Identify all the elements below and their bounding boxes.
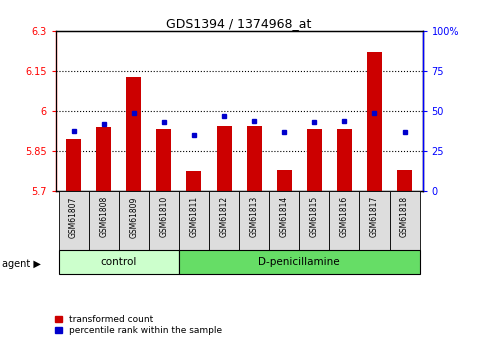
Title: GDS1394 / 1374968_at: GDS1394 / 1374968_at <box>167 17 312 30</box>
Text: control: control <box>100 257 137 267</box>
Text: agent ▶: agent ▶ <box>2 259 41 269</box>
FancyBboxPatch shape <box>58 191 89 250</box>
Text: GSM61810: GSM61810 <box>159 196 169 237</box>
Bar <box>277 170 292 191</box>
FancyBboxPatch shape <box>299 191 329 250</box>
Text: GSM61818: GSM61818 <box>400 196 409 237</box>
Text: GSM61816: GSM61816 <box>340 196 349 237</box>
FancyBboxPatch shape <box>329 191 359 250</box>
FancyBboxPatch shape <box>89 191 119 250</box>
Bar <box>96 127 111 191</box>
Bar <box>367 52 382 191</box>
FancyBboxPatch shape <box>179 250 420 274</box>
Bar <box>337 129 352 191</box>
Text: GSM61808: GSM61808 <box>99 196 108 237</box>
Text: GSM61813: GSM61813 <box>250 196 258 237</box>
Bar <box>156 129 171 191</box>
Text: GSM61811: GSM61811 <box>189 196 199 237</box>
FancyBboxPatch shape <box>269 191 299 250</box>
FancyBboxPatch shape <box>359 191 389 250</box>
Legend: transformed count, percentile rank within the sample: transformed count, percentile rank withi… <box>53 313 224 337</box>
Bar <box>186 171 201 191</box>
Text: GSM61814: GSM61814 <box>280 196 289 237</box>
Text: GSM61807: GSM61807 <box>69 196 78 238</box>
FancyBboxPatch shape <box>119 191 149 250</box>
FancyBboxPatch shape <box>179 191 209 250</box>
FancyBboxPatch shape <box>58 250 179 274</box>
Bar <box>247 126 262 191</box>
FancyBboxPatch shape <box>389 191 420 250</box>
Text: GSM61812: GSM61812 <box>220 196 228 237</box>
Text: D-penicillamine: D-penicillamine <box>258 257 340 267</box>
Text: GSM61817: GSM61817 <box>370 196 379 237</box>
Bar <box>397 170 412 191</box>
FancyBboxPatch shape <box>209 191 239 250</box>
Bar <box>126 77 142 191</box>
Text: GSM61809: GSM61809 <box>129 196 138 238</box>
FancyBboxPatch shape <box>239 191 269 250</box>
Bar <box>66 139 81 191</box>
Text: GSM61815: GSM61815 <box>310 196 319 237</box>
Bar <box>216 126 231 191</box>
FancyBboxPatch shape <box>149 191 179 250</box>
Bar <box>307 129 322 191</box>
